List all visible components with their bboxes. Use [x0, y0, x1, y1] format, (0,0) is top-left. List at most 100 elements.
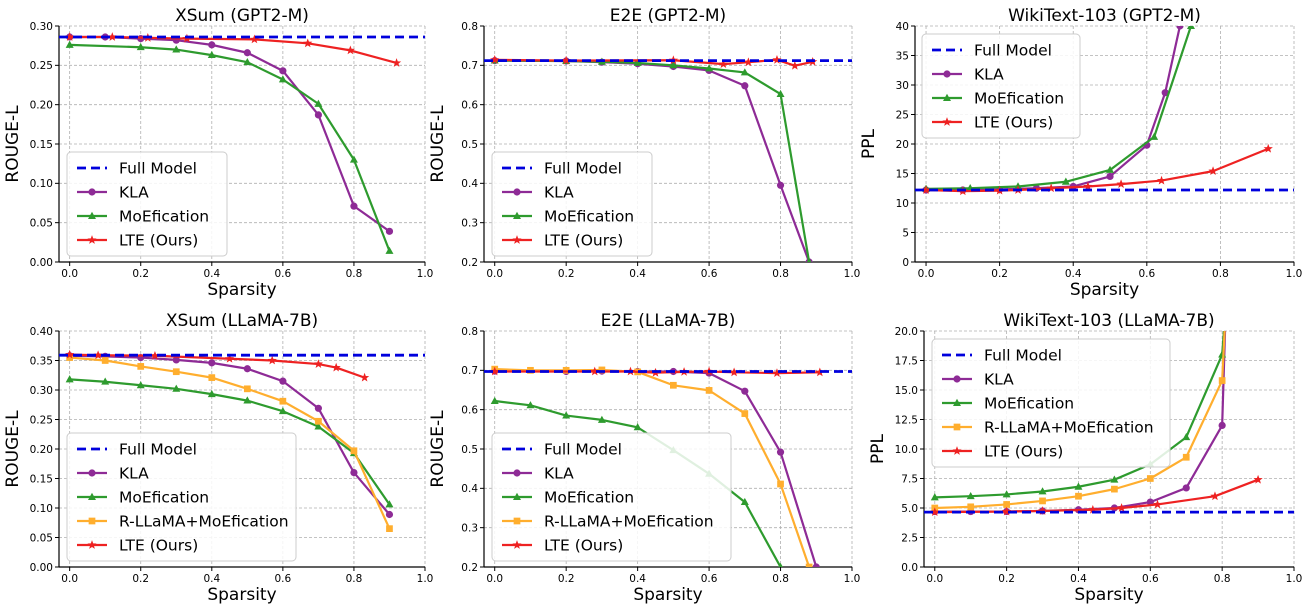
- data-point: [1146, 475, 1154, 482]
- legend-item: KLA: [77, 184, 149, 202]
- data-point: [1210, 491, 1220, 501]
- data-point: [314, 422, 323, 430]
- data-point: [208, 359, 216, 367]
- x-tick-label: 0.4: [203, 573, 220, 585]
- data-point: [1106, 165, 1115, 173]
- data-point: [669, 61, 678, 69]
- x-axis-label: Sparsity: [1070, 280, 1139, 300]
- legend-item: KLA: [502, 465, 574, 483]
- data-point: [137, 363, 145, 370]
- data-point: [743, 57, 753, 67]
- x-axis-label: Sparsity: [207, 585, 276, 605]
- legend-item: LTE (Ours): [502, 232, 623, 250]
- data-point: [1161, 89, 1169, 97]
- y-tick-label: 0.10: [30, 178, 53, 190]
- data-point: [208, 374, 216, 381]
- data-point: [93, 350, 103, 360]
- y-tick-label: 0.2: [461, 257, 478, 269]
- series-line: [926, 26, 1182, 192]
- legend-marker: [513, 469, 521, 477]
- data-point: [243, 365, 251, 373]
- series-moefication: [930, 331, 1227, 501]
- series-line: [926, 26, 1193, 190]
- x-tick-label: 1.0: [1286, 573, 1303, 585]
- data-point: [279, 67, 287, 75]
- data-point: [1002, 490, 1011, 498]
- chart-panel-1: 0.0 0.2 0.4 0.6 0.8 1.0 0.00 0.05 0.10 0.15 0.20 0.…: [3, 6, 433, 300]
- x-tick-label: 1.0: [417, 268, 434, 280]
- data-point: [1002, 506, 1012, 516]
- legend-marker: [88, 188, 96, 196]
- data-point: [303, 38, 313, 48]
- data-point: [1046, 183, 1056, 193]
- data-point: [172, 45, 181, 53]
- x-tick-label: 0.8: [772, 268, 789, 280]
- legend-item: Full Model: [942, 347, 1062, 365]
- y-tick-label: 20: [896, 139, 909, 151]
- y-tick-label: 5.0: [901, 503, 918, 515]
- legend-item: Full Model: [77, 441, 197, 459]
- data-point: [740, 68, 749, 76]
- legend-item: MoEfication: [942, 395, 1074, 413]
- legend-item: MoEfication: [502, 489, 634, 507]
- data-point: [562, 411, 571, 419]
- data-point: [1182, 453, 1190, 461]
- legend-marker: [88, 517, 96, 525]
- x-tick-label: 0.0: [926, 573, 943, 585]
- legend-item: LTE (Ours): [77, 537, 198, 555]
- legend-label: MoEfication: [544, 489, 634, 507]
- data-point: [1156, 175, 1167, 185]
- legend-marker: [512, 235, 522, 244]
- x-tick-label: 0.4: [1065, 268, 1082, 280]
- y-tick-label: 0.15: [30, 473, 53, 485]
- data-point: [772, 368, 782, 377]
- y-tick-label: 0.25: [30, 60, 53, 72]
- data-point: [1111, 485, 1118, 493]
- legend-marker: [512, 540, 522, 549]
- legend-item: R-LLaMA+MoEfication: [942, 419, 1154, 437]
- legend-label: Full Model: [984, 347, 1062, 365]
- data-point: [391, 58, 402, 67]
- data-point: [385, 500, 394, 508]
- data-point: [1083, 181, 1093, 191]
- y-tick-label: 2.5: [901, 532, 918, 544]
- chart-title: E2E (GPT2-M): [610, 6, 726, 26]
- x-tick-label: 0.8: [346, 573, 363, 585]
- legend-label: KLA: [119, 465, 149, 483]
- data-point: [278, 75, 287, 83]
- data-point: [243, 396, 252, 404]
- data-point: [65, 349, 75, 359]
- chart-panel-3: 0.0 0.2 0.4 0.6 0.8 1.0 0 5 10 15 20 25 30 35 40 WikiTe…: [859, 6, 1302, 300]
- data-point: [772, 55, 782, 64]
- legend-item: Full Model: [932, 42, 1052, 60]
- y-axis-label: ROUGE-L: [3, 410, 23, 488]
- x-tick-label: 1.0: [844, 573, 861, 585]
- series-moefication: [65, 40, 394, 254]
- data-point: [1037, 506, 1048, 515]
- data-point: [490, 55, 500, 64]
- x-tick-label: 0.8: [1214, 573, 1231, 585]
- data-point: [1074, 482, 1083, 490]
- legend-item: MoEfication: [77, 208, 209, 226]
- data-point: [1116, 179, 1126, 189]
- y-tick-label: 30: [896, 80, 909, 92]
- data-point: [349, 155, 358, 163]
- legend-item: LTE (Ours): [77, 232, 198, 250]
- data-point: [279, 397, 287, 405]
- data-point: [1253, 474, 1263, 484]
- series-moefication: [65, 375, 394, 508]
- data-point: [741, 410, 749, 417]
- data-point: [669, 381, 677, 389]
- legend-label: LTE (Ours): [984, 443, 1063, 461]
- legend-marker: [513, 211, 521, 219]
- data-point: [729, 367, 739, 377]
- legend: Full Model KLA MoEfication LTE (Ours): [491, 151, 653, 257]
- data-point: [561, 55, 571, 65]
- data-point: [590, 366, 600, 376]
- y-tick-label: 0.4: [461, 178, 478, 190]
- x-tick-label: 0.4: [203, 268, 220, 280]
- legend-label: KLA: [544, 465, 574, 483]
- data-point: [1176, 26, 1184, 30]
- data-point: [1039, 497, 1046, 505]
- y-tick-label: 0.3: [461, 217, 478, 229]
